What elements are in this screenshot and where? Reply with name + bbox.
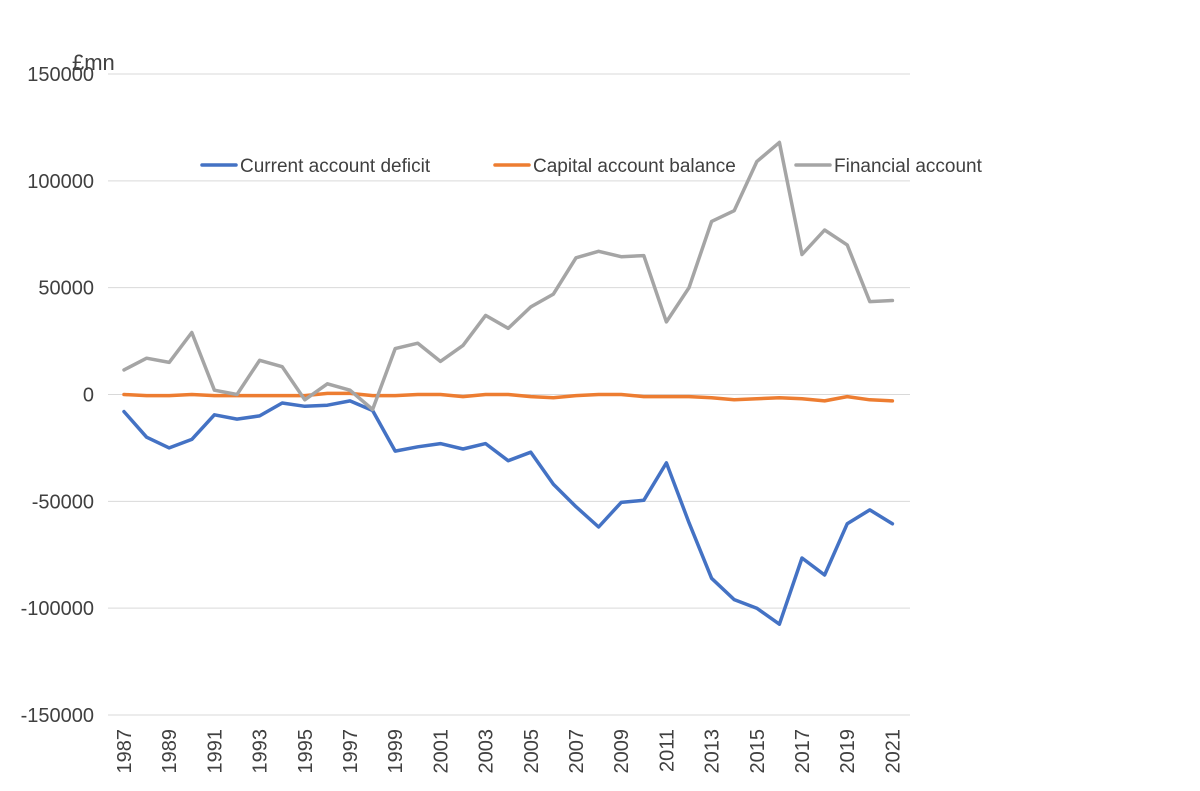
y-tick-label: -50000	[32, 491, 94, 513]
x-tick-label: 1991	[204, 729, 226, 774]
x-tick-label: 1999	[385, 729, 407, 774]
legend: Current account deficit Capital account …	[200, 156, 983, 177]
y-tick-label: 50000	[38, 278, 94, 300]
x-tick-label: 2011	[656, 729, 678, 772]
x-tick-label: 1995	[295, 729, 317, 774]
x-tick-label: 1989	[159, 729, 181, 774]
x-tick-label: 1987	[114, 729, 136, 774]
x-tick-label: 2017	[792, 729, 814, 774]
x-tick-label: 2021	[882, 729, 904, 774]
y-tick-label: 0	[83, 385, 94, 407]
y-tick-label: 150000	[27, 64, 94, 86]
series-line-current-account-deficit	[122, 399, 895, 626]
legend-label-current-account-deficit: Current account deficit	[240, 156, 431, 177]
x-tick-label: 2013	[702, 729, 724, 774]
x-tick-label: 2001	[430, 729, 452, 774]
y-tick-label: -150000	[21, 705, 94, 727]
y-tick-label: 100000	[27, 171, 94, 193]
x-tick-label: 1993	[250, 729, 272, 774]
x-axis-tick-labels: 1987 1989 1991 1993 1995 1997 1999 2001 2003 2005…	[114, 729, 904, 774]
y-axis-unit-label: £mn	[72, 50, 115, 75]
series-line-capital-account-balance	[122, 391, 895, 403]
x-tick-label: 2005	[521, 729, 543, 774]
y-tick-label: -100000	[21, 598, 94, 620]
x-tick-label: 1997	[340, 729, 362, 774]
legend-label-capital-account-balance: Capital account balance	[533, 156, 736, 177]
y-axis-tick-labels: 150000 100000 50000 0 -50000 -100000 -150000	[21, 64, 94, 727]
series-lines	[122, 140, 895, 626]
x-tick-label: 2015	[747, 729, 769, 774]
x-tick-label: 2009	[611, 729, 633, 774]
series-line-financial-account	[122, 140, 895, 412]
legend-label-financial-account: Financial account	[834, 156, 983, 177]
x-tick-label: 2007	[566, 729, 588, 774]
x-tick-label: 2019	[837, 729, 859, 774]
x-tick-label: 2003	[476, 729, 498, 774]
